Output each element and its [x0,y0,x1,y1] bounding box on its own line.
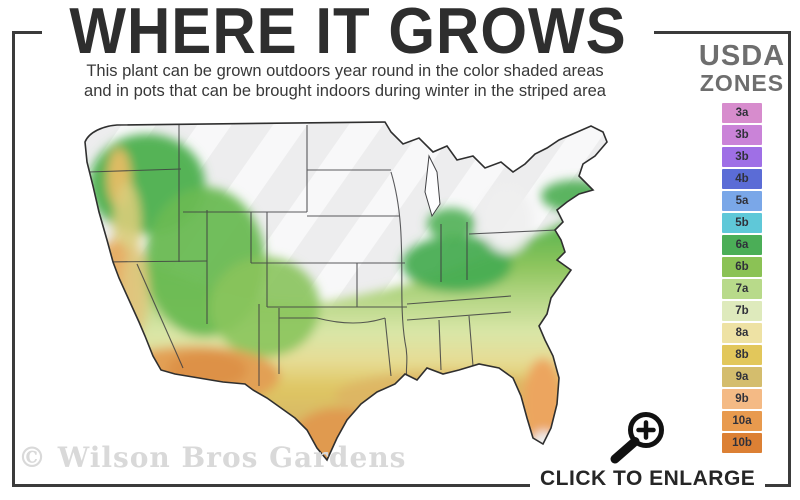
subtitle-line-1: This plant can be grown outdoors year ro… [86,62,604,80]
legend-zone-swatch-3b: 3b [722,147,762,167]
legend-zone-list: 3a 3b 3b 4b 5a 5b 6a 6b 7a 7b 8a 8b 9a 9b 10a 10b [688,103,796,455]
legend-zone-swatch-4b: 4b [722,169,762,189]
lake-michigan [424,154,441,218]
legend-zone-swatch-5b: 5b [722,213,762,233]
legend-zone-swatch-10a: 10a [722,411,762,431]
us-outline [84,121,608,462]
us-zone-map[interactable] [55,112,670,472]
magnifier-plus-icon[interactable] [598,407,678,467]
legend-zone-swatch-9b: 9b [722,389,762,409]
watermark: © Wilson Bros Gardens [18,441,407,474]
legend-zone-swatch-7a: 7a [722,279,762,299]
legend-heading: USDA ZONES [688,40,796,96]
legend-heading-zones: ZONES [699,70,785,96]
subtitle-line-2: and in pots that can be brought indoors … [84,81,606,100]
title-block: WHERE IT GROWS [42,0,654,63]
legend-zone-swatch-9a: 9a [722,367,762,387]
legend-zone-swatch-8b: 8b [722,345,762,365]
legend-zone-swatch-3b: 3b [722,125,762,145]
legend-zone-swatch-10b: 10b [722,433,762,453]
legend-zone-swatch-6a: 6a [722,235,762,255]
click-to-enlarge-button[interactable]: CLICK TO ENLARGE [530,465,766,493]
legend-zone-swatch-5a: 5a [722,191,762,211]
page-title: WHERE IT GROWS [69,0,627,67]
legend-heading-usda: USDA [698,40,786,72]
legend-zone-swatch-6b: 6b [722,257,762,277]
legend-zone-swatch-8a: 8a [722,323,762,343]
us-zone-map-svg [84,121,608,462]
subtitle: This plant can be grown outdoors year ro… [45,62,645,101]
legend-zone-swatch-7b: 7b [722,301,762,321]
state-borders [88,125,558,386]
legend-zone-swatch-3a: 3a [722,103,762,123]
